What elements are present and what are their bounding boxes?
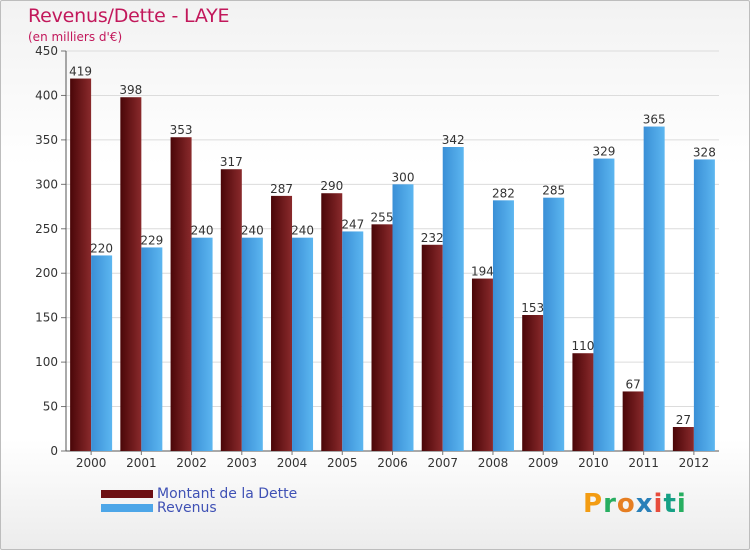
bar-debt: [421, 244, 443, 451]
x-tick-label: 2000: [76, 456, 107, 470]
data-label-debt: 27: [676, 413, 691, 427]
bar-debt: [170, 137, 192, 451]
data-label-revenue: 240: [291, 224, 314, 238]
bar-debt: [471, 278, 493, 451]
bar-revenue: [593, 158, 615, 452]
data-label-revenue: 328: [693, 145, 716, 159]
logo-letter: o: [616, 489, 636, 519]
bar-revenue: [191, 237, 213, 451]
data-label-debt: 398: [119, 83, 142, 97]
x-tick-label: 2010: [578, 456, 609, 470]
logo-letter: t: [663, 489, 677, 519]
y-tick-label: 300: [35, 177, 58, 191]
legend-label-debt: Montant de la Dette: [157, 486, 298, 502]
bar-debt: [522, 315, 544, 451]
x-tick-label: 2003: [227, 456, 258, 470]
bar-revenue: [492, 200, 514, 451]
y-tick-label: 400: [35, 88, 58, 102]
y-tick-label: 350: [35, 133, 58, 147]
bar-revenue: [342, 231, 364, 451]
bar-debt: [220, 169, 242, 451]
bar-revenue: [91, 255, 113, 451]
proxiti-logo: Proxiti: [583, 489, 687, 519]
x-tick-label: 2005: [327, 456, 358, 470]
data-label-revenue: 229: [140, 233, 163, 247]
bar-revenue: [241, 237, 263, 451]
bar-debt: [672, 427, 694, 451]
data-label-revenue: 329: [592, 145, 615, 159]
data-label-debt: 353: [170, 123, 193, 137]
data-label-revenue: 285: [542, 184, 565, 198]
bar-revenue: [392, 184, 414, 452]
data-label-debt: 153: [521, 301, 544, 315]
data-label-revenue: 240: [241, 224, 264, 238]
bar-revenue: [292, 237, 314, 451]
bar-revenue: [543, 197, 565, 451]
data-label-revenue: 300: [392, 170, 415, 184]
y-tick-label: 50: [43, 400, 58, 414]
y-tick-label: 150: [35, 311, 58, 325]
logo-letter: i: [653, 489, 664, 519]
bar-revenue: [442, 147, 464, 451]
y-tick-label: 200: [35, 266, 58, 280]
legend-label-revenue: Revenus: [157, 500, 217, 516]
logo-letter: i: [676, 489, 687, 519]
bar-debt: [371, 224, 393, 451]
logo-letter: x: [635, 489, 654, 519]
data-label-revenue: 365: [643, 113, 666, 127]
data-label-debt: 232: [421, 231, 444, 245]
chart-title: Revenus/Dette - LAYE: [28, 5, 230, 27]
data-label-revenue: 342: [442, 133, 465, 147]
data-label-revenue: 282: [492, 186, 515, 200]
data-label-revenue: 220: [90, 241, 113, 255]
legend-swatch-revenue: [101, 504, 153, 512]
bar-revenue: [643, 126, 665, 452]
y-tick-label: 250: [35, 222, 58, 236]
data-label-debt: 287: [270, 182, 293, 196]
bar-revenue: [693, 159, 715, 451]
x-tick-label: 2006: [377, 456, 408, 470]
logo-letter: P: [583, 489, 604, 519]
bar-debt: [70, 78, 92, 452]
data-label-revenue: 240: [191, 224, 214, 238]
data-label-debt: 317: [220, 155, 243, 169]
x-tick-label: 2002: [176, 456, 207, 470]
x-tick-label: 2004: [277, 456, 308, 470]
data-label-debt: 194: [471, 265, 494, 279]
y-tick-label: 100: [35, 355, 58, 369]
data-label-debt: 290: [320, 179, 343, 193]
chart-subtitle: (en milliers d'€): [28, 30, 123, 44]
bar-debt: [622, 391, 644, 451]
legend-item-debt: Montant de la Dette: [101, 486, 298, 502]
legend-item-revenue: Revenus: [101, 500, 297, 516]
data-label-debt: 419: [69, 65, 92, 79]
x-tick-label: 2011: [628, 456, 659, 470]
data-label-debt: 255: [371, 210, 394, 224]
data-label-revenue: 247: [341, 217, 364, 231]
bar-debt: [271, 195, 293, 451]
x-tick-label: 2001: [126, 456, 157, 470]
legend: Montant de la Dette Revenus: [101, 486, 298, 516]
data-label-debt: 110: [571, 339, 594, 353]
bar-revenue: [141, 247, 163, 451]
logo-letter: r: [603, 489, 617, 519]
x-tick-label: 2008: [478, 456, 509, 470]
bar-debt: [572, 353, 594, 451]
y-tick-label: 0: [50, 444, 58, 458]
x-tick-label: 2012: [679, 456, 710, 470]
bar-debt: [321, 193, 343, 451]
legend-swatch-debt: [101, 490, 153, 498]
data-label-debt: 67: [626, 377, 641, 391]
x-tick-label: 2009: [528, 456, 559, 470]
bar-debt: [120, 97, 142, 451]
y-tick-label: 450: [35, 44, 58, 58]
x-tick-label: 2007: [427, 456, 458, 470]
